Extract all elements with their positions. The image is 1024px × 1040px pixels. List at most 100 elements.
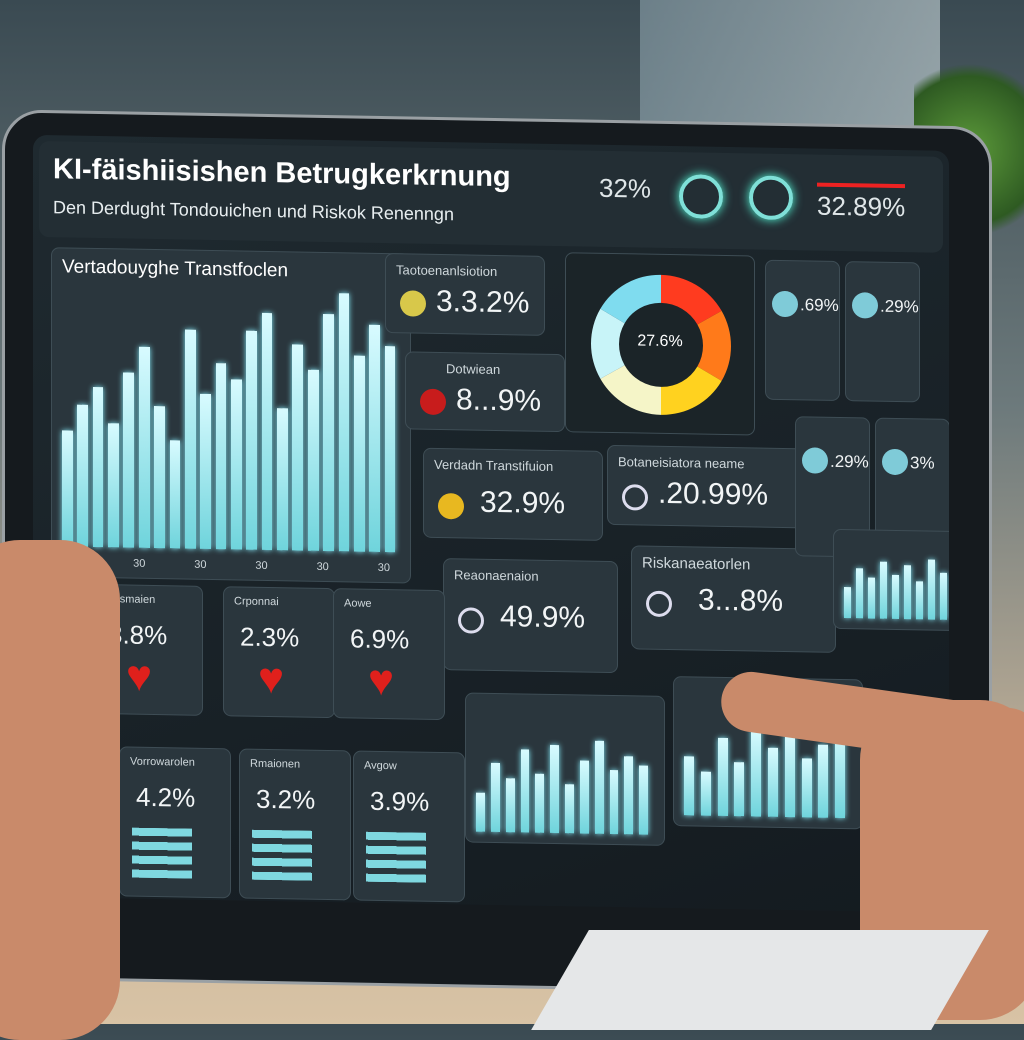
bar: [768, 748, 779, 817]
bar-chart: [62, 288, 400, 553]
bar: [338, 293, 350, 552]
bar: [77, 404, 89, 547]
metric-card[interactable]: Taotoenanlsiotion 3.3.2%: [385, 253, 545, 336]
clock-icon: [622, 484, 648, 511]
card-value: 2.3%: [240, 621, 300, 653]
risk-card[interactable]: Crponnai 2.3% ♥: [223, 586, 335, 719]
bar: [624, 755, 634, 835]
metric-card[interactable]: Botaneisiatora neame .20.99%: [607, 444, 812, 529]
gauge-panel: 27.6%: [565, 252, 755, 436]
x-tick-label: 30: [133, 557, 146, 570]
gauge-value: 27.6%: [637, 332, 683, 351]
coin-icon: [400, 290, 426, 317]
card-value: 3.2%: [256, 783, 316, 815]
risk-card[interactable]: Avgow 3.9%: [353, 750, 465, 903]
risk-card[interactable]: Vorrowarolen 4.2%: [119, 746, 231, 899]
bar: [915, 581, 924, 620]
page-subtitle: Den Derdught Tondouichen und Riskok Rene…: [53, 197, 454, 225]
chart-title: Vertadouyghe Transtfoclen: [62, 256, 289, 282]
bar: [292, 344, 304, 551]
bar: [818, 744, 829, 818]
card-value: 32.9%: [480, 485, 566, 521]
mini-stat-value: 3%: [910, 453, 935, 473]
bar: [277, 408, 288, 551]
bar: [323, 313, 334, 552]
x-axis-ticks: 303030303030: [72, 557, 390, 575]
bar: [353, 355, 365, 552]
bar: [231, 379, 242, 550]
metric-card[interactable]: Verdadn Transtifuion 32.9%: [423, 447, 603, 541]
bar: [801, 758, 812, 818]
status-icon: [772, 290, 798, 318]
metric-card[interactable]: Dotwiean 8...9%: [405, 351, 565, 433]
gauge-segment: [600, 365, 661, 415]
bar: [684, 756, 695, 816]
bar: [594, 740, 604, 834]
bar: [520, 749, 530, 833]
left-hand: [0, 540, 120, 1040]
heart-icon: ♥: [368, 655, 395, 706]
card-label: Taotoenanlsiotion: [396, 262, 498, 280]
bar: [108, 423, 119, 548]
bar: [565, 784, 574, 834]
alert-icon: [420, 388, 446, 416]
bar: [751, 728, 762, 817]
gauge-segment: [697, 310, 731, 381]
bar: [868, 577, 876, 619]
list-lines: [132, 827, 192, 879]
bar: [579, 759, 589, 834]
metric-card[interactable]: Riskanaeatorlen 3...8%: [631, 545, 836, 653]
x-tick-label: 30: [377, 561, 390, 575]
bar: [904, 565, 912, 620]
keyboard: [531, 930, 989, 1030]
bar: [92, 386, 104, 548]
background-window: [640, 0, 940, 140]
card-label: Aowe: [344, 597, 372, 610]
bar: [490, 763, 500, 833]
gauge-segment: [661, 366, 722, 415]
bar: [138, 346, 150, 548]
bar: [844, 586, 852, 619]
bar: [505, 778, 515, 833]
risk-card[interactable]: Rmaionen 3.2%: [239, 748, 351, 901]
x-tick-label: 30: [316, 560, 329, 574]
status-ring-icon[interactable]: [679, 174, 723, 219]
header-stat: 32%: [599, 172, 652, 204]
bar: [184, 329, 196, 549]
bar: [928, 559, 936, 620]
card-value: 8...9%: [456, 383, 542, 418]
mini-stat-card[interactable]: .29%: [845, 261, 920, 403]
mini-stat-card[interactable]: .69%: [765, 259, 840, 401]
card-label: Vorrowarolen: [130, 755, 195, 769]
mini-bar-chart-panel: [465, 692, 665, 846]
dashboard-header: KI-fäishiisishen Betrugkerkrnung Den Der…: [39, 141, 943, 253]
bar: [535, 773, 545, 833]
shield-icon: [458, 607, 484, 634]
risk-card[interactable]: Aowe 6.9% ♥: [333, 588, 445, 721]
x-tick-label: 30: [255, 559, 268, 572]
bar: [476, 792, 485, 832]
metric-card[interactable]: Reaonaenaion 49.9%: [443, 558, 618, 674]
bar: [940, 572, 948, 620]
card-label: Avgow: [364, 759, 397, 773]
mini-stat-value: .69%: [800, 295, 839, 315]
bar: [879, 561, 888, 619]
bar: [700, 771, 711, 816]
card-value: 3.3.2%: [436, 284, 530, 320]
tablet: KI-fäishiisishen Betrugkerkrnung Den Der…: [2, 109, 992, 997]
shield-icon: [646, 590, 672, 618]
bar: [892, 574, 900, 620]
bar: [369, 324, 381, 552]
header-stat: 32.89%: [817, 182, 906, 224]
card-label: Botaneisiatora neame: [618, 454, 745, 472]
x-tick-label: 30: [194, 558, 207, 571]
status-ring-icon[interactable]: [749, 175, 793, 221]
status-icon: [852, 292, 878, 319]
bar: [734, 762, 745, 817]
bar: [639, 765, 649, 835]
card-label: Riskanaeatorlen: [642, 554, 751, 574]
card-value: 3.9%: [370, 785, 430, 817]
donut-gauge: [591, 274, 731, 415]
bar: [261, 312, 273, 551]
bar: [215, 363, 227, 550]
